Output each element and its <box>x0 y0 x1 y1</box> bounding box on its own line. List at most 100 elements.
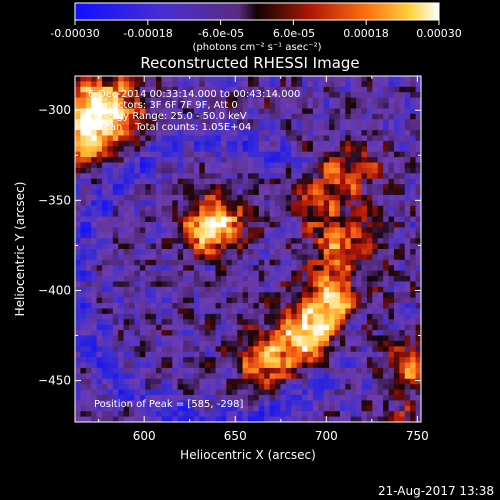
heatmap-cell <box>123 151 130 158</box>
heatmap-cell <box>172 335 179 342</box>
heatmap-cell <box>166 130 173 137</box>
heatmap-cell <box>269 254 276 261</box>
heatmap-cell <box>150 135 157 142</box>
heatmap-cell <box>204 135 211 142</box>
heatmap-cell <box>410 254 417 261</box>
heatmap-cell <box>123 81 130 88</box>
heatmap-cell <box>204 238 211 245</box>
heatmap-cell <box>296 167 303 174</box>
heatmap-cell <box>188 151 195 158</box>
heatmap-cell <box>372 416 379 422</box>
heatmap-cell <box>264 108 271 115</box>
heatmap-cell <box>96 97 103 104</box>
heatmap-cell <box>129 276 136 283</box>
heatmap-cell <box>129 389 136 396</box>
heatmap-cell <box>199 97 206 104</box>
heatmap-cell <box>183 297 190 304</box>
heatmap-cell <box>307 157 314 164</box>
heatmap-cell <box>118 97 125 104</box>
heatmap-cell <box>91 346 98 353</box>
heatmap-cell <box>253 194 260 201</box>
heatmap-cell <box>102 173 109 180</box>
heatmap-cell <box>220 378 227 385</box>
heatmap-cell <box>345 351 352 358</box>
heatmap-cell <box>350 92 357 99</box>
heatmap-cell <box>404 124 411 131</box>
heatmap-cell <box>307 297 314 304</box>
heatmap-cell <box>177 254 184 261</box>
heatmap-cell <box>253 270 260 277</box>
heatmap-cell <box>264 140 271 147</box>
heatmap-cell <box>193 205 200 212</box>
heatmap-cell <box>393 178 400 185</box>
heatmap-cell <box>210 400 217 407</box>
heatmap-cell <box>161 292 168 299</box>
heatmap-cell <box>199 254 206 261</box>
heatmap-cell <box>302 249 309 256</box>
heatmap-cell <box>318 184 325 191</box>
heatmap-cell <box>226 308 233 315</box>
heatmap-cell <box>188 416 195 422</box>
heatmap-cell <box>118 81 125 88</box>
heatmap-cell <box>242 357 249 364</box>
heatmap-cell <box>161 373 168 380</box>
heatmap-cell <box>91 86 98 93</box>
heatmap-cell <box>220 124 227 131</box>
heatmap-cell <box>399 81 406 88</box>
heatmap-cell <box>204 335 211 342</box>
heatmap-cell <box>183 319 190 326</box>
heatmap-cell <box>258 281 265 288</box>
heatmap-cell <box>237 157 244 164</box>
heatmap-cell <box>296 313 303 320</box>
heatmap-cell <box>183 92 190 99</box>
heatmap-cell <box>107 103 114 110</box>
heatmap-cell <box>329 259 336 266</box>
heatmap-cell <box>302 146 309 153</box>
heatmap-cell <box>204 92 211 99</box>
heatmap-cell <box>80 86 87 93</box>
heatmap-cell <box>350 378 357 385</box>
heatmap-cell <box>410 97 417 104</box>
heatmap-cell <box>253 146 260 153</box>
heatmap-cell <box>275 124 282 131</box>
heatmap-cell <box>129 178 136 185</box>
heatmap-cell <box>285 151 292 158</box>
heatmap-cell <box>183 265 190 272</box>
heatmap-cell <box>183 194 190 201</box>
heatmap-cell <box>258 319 265 326</box>
heatmap-cell <box>323 411 330 418</box>
heatmap-cell <box>361 243 368 250</box>
heatmap-cell <box>323 319 330 326</box>
heatmap-cell <box>85 238 92 245</box>
heatmap-cell <box>296 270 303 277</box>
heatmap-cell <box>177 324 184 331</box>
heatmap-cell <box>150 400 157 407</box>
heatmap-cell <box>253 346 260 353</box>
heatmap-cell <box>377 286 384 293</box>
heatmap-cell <box>242 103 249 110</box>
heatmap-cell <box>339 184 346 191</box>
heatmap-cell <box>134 227 141 234</box>
heatmap-cell <box>129 130 136 137</box>
heatmap-cell <box>318 108 325 115</box>
heatmap-cell <box>85 346 92 353</box>
heatmap-cell <box>107 76 114 83</box>
heatmap-cell <box>415 324 421 331</box>
heatmap-cell <box>307 265 314 272</box>
heatmap-cell <box>123 167 130 174</box>
heatmap-cell <box>220 92 227 99</box>
heatmap-cell <box>102 232 109 239</box>
heatmap-cell <box>339 405 346 412</box>
heatmap-cell <box>242 167 249 174</box>
heatmap-cell <box>215 194 222 201</box>
heatmap-cell <box>366 394 373 401</box>
heatmap-cell <box>253 97 260 104</box>
heatmap-cell <box>258 167 265 174</box>
heatmap-cell <box>248 178 255 185</box>
heatmap-cell <box>80 259 87 266</box>
heatmap-cell <box>312 281 319 288</box>
heatmap-cell <box>318 146 325 153</box>
heatmap-cell <box>96 184 103 191</box>
heatmap-cell <box>285 227 292 234</box>
